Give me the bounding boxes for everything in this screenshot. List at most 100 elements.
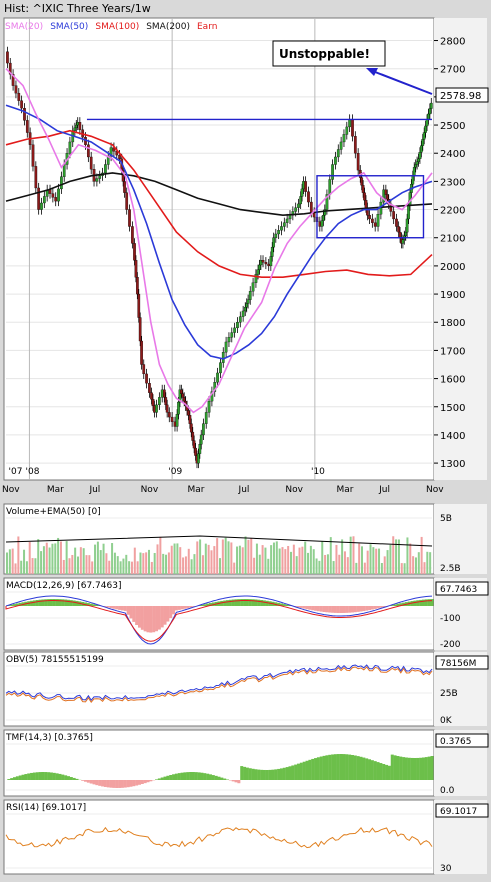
candle-body (133, 243, 136, 261)
volume-bar (14, 563, 17, 574)
candle-body (336, 149, 340, 158)
candle-body (264, 261, 268, 265)
candle-body (95, 178, 99, 182)
candle-body (259, 260, 263, 266)
volume-bar (284, 549, 287, 574)
volume-bar (361, 546, 363, 574)
chart-title: Hist: ^IXIC Three Years/1w (4, 2, 151, 15)
candle-body (300, 188, 304, 197)
candle-body (198, 444, 202, 454)
volume-y-tick-label: 5B (440, 514, 452, 524)
candle-body (270, 246, 274, 257)
candle-body (187, 410, 190, 416)
macd-signal-line (5, 600, 433, 642)
candle-body (57, 188, 60, 202)
volume-bar (23, 549, 26, 574)
volume-bar (324, 554, 327, 574)
candle-body (128, 209, 131, 227)
range-box (316, 175, 425, 239)
volume-bar (346, 557, 349, 574)
volume-bar (230, 542, 233, 574)
volume-bar (193, 554, 196, 574)
x-axis-label: Mar (47, 485, 64, 495)
volume-bar (71, 554, 74, 574)
candle-body (25, 120, 29, 133)
candle-body (364, 200, 368, 208)
candle-body (17, 92, 21, 101)
volume-bar (275, 541, 278, 574)
volume-bar (79, 547, 82, 574)
volume-bar (417, 552, 420, 574)
obv-label: OBV(5) 78155515199 (6, 655, 104, 665)
volume-bar (358, 543, 361, 574)
x-axis-labels: Nov '07'08 Mar Jul Nov '09 Mar Jul Nov '10 Mar Jul N… (2, 467, 444, 495)
volume-bar (122, 558, 125, 574)
legend-item: Earn (197, 22, 217, 32)
volume-bar (113, 552, 116, 574)
main-y-ticks: 2800270026002500240023002200210020001900… (434, 37, 465, 470)
macd-y-tick-label: -100 (440, 614, 461, 624)
volume-bar (128, 561, 131, 574)
candle-body (233, 327, 236, 333)
volume-bar (221, 539, 224, 574)
candle-body (309, 201, 313, 213)
volume-bar (366, 550, 369, 574)
candle-body (421, 138, 425, 146)
volume-bar (179, 547, 182, 574)
candle-body (78, 122, 82, 130)
candle-body (345, 126, 349, 135)
volume-bar (165, 554, 168, 574)
volume-bar (182, 557, 185, 574)
volume-bar (406, 537, 409, 574)
candle-body (180, 389, 183, 394)
candle-body (419, 145, 423, 153)
y-tick-label: 1600 (440, 375, 465, 386)
volume-bar (148, 549, 150, 574)
volume-bar (207, 544, 210, 574)
y-tick-label: 2000 (440, 262, 465, 273)
obv-panel: OBV(5) 7815551519950B25B0K78156M (3, 651, 489, 727)
rsi-y-tick-label: 30 (440, 864, 452, 874)
candle-body (199, 434, 203, 445)
obv-last-tag (435, 655, 489, 670)
x-axis-label: Jul (88, 485, 100, 495)
candle-body (115, 151, 119, 156)
x-axis-label: Mar (187, 485, 204, 495)
candle-body (37, 187, 41, 210)
rsi-label: RSI(14) [69.1017] (6, 803, 86, 813)
candle-body (236, 322, 239, 329)
volume-bar (40, 551, 43, 574)
candle-body (181, 393, 185, 398)
candle-body (164, 397, 168, 406)
y-tick-label: 2500 (440, 121, 465, 132)
candle-body (189, 423, 193, 433)
volume-bar (298, 547, 301, 574)
volume-bar (25, 561, 28, 574)
volume-bar (397, 539, 400, 574)
candle-body (11, 74, 15, 86)
volume-bar (196, 541, 199, 574)
candle-body (320, 220, 324, 227)
y-tick-label: 2800 (440, 37, 465, 48)
volume-bar (20, 560, 23, 574)
candle-body (398, 231, 402, 238)
volume-bar (159, 536, 162, 574)
candle-body (323, 209, 327, 216)
candle-body (219, 362, 222, 374)
candle-body (145, 373, 148, 384)
candle-body (272, 237, 276, 248)
volume-bar (224, 537, 227, 574)
x-axis-label: Nov (285, 485, 303, 495)
candle-body (202, 423, 205, 436)
legend-item: SMA(50) (50, 22, 88, 32)
candle-body (54, 197, 58, 202)
volume-bar (91, 561, 94, 574)
candle-body (204, 412, 208, 424)
candle-body (248, 291, 252, 300)
volume-bar (48, 547, 51, 574)
volume-bar (250, 538, 253, 574)
candle-body (243, 307, 247, 312)
volume-bar (54, 543, 57, 574)
candle-body (138, 317, 142, 342)
volume-bar (213, 546, 216, 574)
